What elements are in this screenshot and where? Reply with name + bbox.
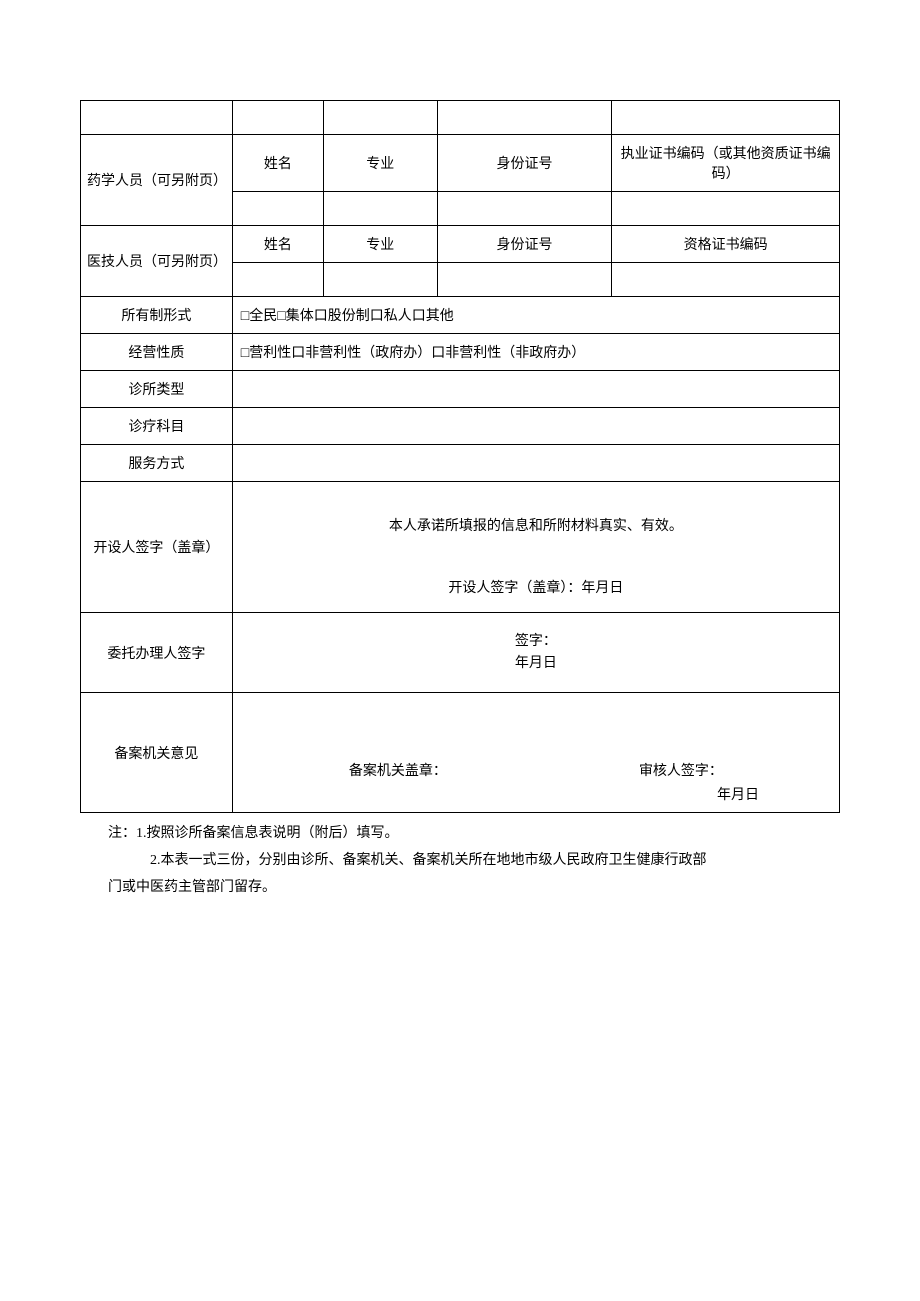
ph-major-cell[interactable]	[323, 192, 437, 226]
pharmacy-staff-label: 药学人员（可另附页）	[81, 135, 233, 226]
prev-data-row	[81, 101, 840, 135]
agent-sign-line: 签字：	[239, 631, 833, 653]
note-2a: 2.本表一式三份，分别由诊所、备案机关、备案机关所在地地市级人民政府卫生健康行政…	[150, 853, 707, 868]
ph-id-cell[interactable]	[437, 192, 612, 226]
ph-col-cert: 执业证书编码（或其他资质证书编码）	[612, 135, 840, 192]
authority-seal: 备案机关盖章：	[349, 760, 447, 780]
agent-sign-label: 委托办理人签字	[81, 613, 233, 693]
tc-cert-cell[interactable]	[612, 263, 840, 297]
tc-major-cell[interactable]	[323, 263, 437, 297]
authority-label: 备案机关意见	[81, 693, 233, 813]
ownership-value[interactable]: □全民□集体口股份制口私人口其他	[232, 297, 839, 334]
founder-sign-row: 开设人签字（盖章） 本人承诺所填报的信息和所附材料真实、有效。 开设人签字（盖章…	[81, 482, 840, 613]
tech-staff-label: 医技人员（可另附页）	[81, 226, 233, 297]
note-2b: 门或中医药主管部门留存。	[108, 880, 276, 895]
ph-cert-cell[interactable]	[612, 192, 840, 226]
service-mode-row: 服务方式	[81, 445, 840, 482]
nature-row: 经营性质 □营利性口非营利性（政府办）口非营利性（非政府办）	[81, 334, 840, 371]
clinic-type-label: 诊所类型	[81, 371, 233, 408]
authority-area[interactable]: 备案机关盖章： 审核人签字： 年月日	[232, 693, 839, 813]
ownership-row: 所有制形式 □全民□集体口股份制口私人口其他	[81, 297, 840, 334]
tc-col-name: 姓名	[232, 226, 323, 263]
founder-sign-label: 开设人签字（盖章）	[81, 482, 233, 613]
note-1: 1.按照诊所备案信息表说明（附后）填写。	[136, 826, 399, 841]
ph-col-name: 姓名	[232, 135, 323, 192]
founder-sign-line: 开设人签字（盖章）：年月日	[239, 574, 833, 605]
ph-col-major: 专业	[323, 135, 437, 192]
agent-date-line: 年月日	[239, 653, 833, 675]
tc-col-id: 身份证号	[437, 226, 612, 263]
filing-info-table: 药学人员（可另附页） 姓名 专业 身份证号 执业证书编码（或其他资质证书编码） …	[80, 100, 840, 813]
authority-reviewer: 审核人签字：	[639, 760, 723, 780]
tc-col-cert: 资格证书编码	[612, 226, 840, 263]
notes-block: 注：1.按照诊所备案信息表说明（附后）填写。 2.本表一式三份，分别由诊所、备案…	[80, 821, 840, 901]
authority-row: 备案机关意见 备案机关盖章： 审核人签字： 年月日	[81, 693, 840, 813]
ph-col-id: 身份证号	[437, 135, 612, 192]
service-mode-label: 服务方式	[81, 445, 233, 482]
nature-value[interactable]: □营利性口非营利性（政府办）口非营利性（非政府办）	[232, 334, 839, 371]
ph-name-cell[interactable]	[232, 192, 323, 226]
ownership-label: 所有制形式	[81, 297, 233, 334]
founder-declaration: 本人承诺所填报的信息和所附材料真实、有效。	[239, 512, 833, 543]
departments-value[interactable]	[232, 408, 839, 445]
authority-date: 年月日	[253, 784, 819, 804]
tc-name-cell[interactable]	[232, 263, 323, 297]
pharmacy-header-row: 药学人员（可另附页） 姓名 专业 身份证号 执业证书编码（或其他资质证书编码）	[81, 135, 840, 192]
clinic-type-row: 诊所类型	[81, 371, 840, 408]
tech-header-row: 医技人员（可另附页） 姓名 专业 身份证号 资格证书编码	[81, 226, 840, 263]
tc-id-cell[interactable]	[437, 263, 612, 297]
service-mode-value[interactable]	[232, 445, 839, 482]
clinic-type-value[interactable]	[232, 371, 839, 408]
tc-col-major: 专业	[323, 226, 437, 263]
nature-label: 经营性质	[81, 334, 233, 371]
agent-sign-area[interactable]: 签字： 年月日	[232, 613, 839, 693]
departments-row: 诊疗科目	[81, 408, 840, 445]
agent-sign-row: 委托办理人签字 签字： 年月日	[81, 613, 840, 693]
founder-sign-area[interactable]: 本人承诺所填报的信息和所附材料真实、有效。 开设人签字（盖章）：年月日	[232, 482, 839, 613]
departments-label: 诊疗科目	[81, 408, 233, 445]
notes-prefix: 注：	[108, 826, 136, 841]
